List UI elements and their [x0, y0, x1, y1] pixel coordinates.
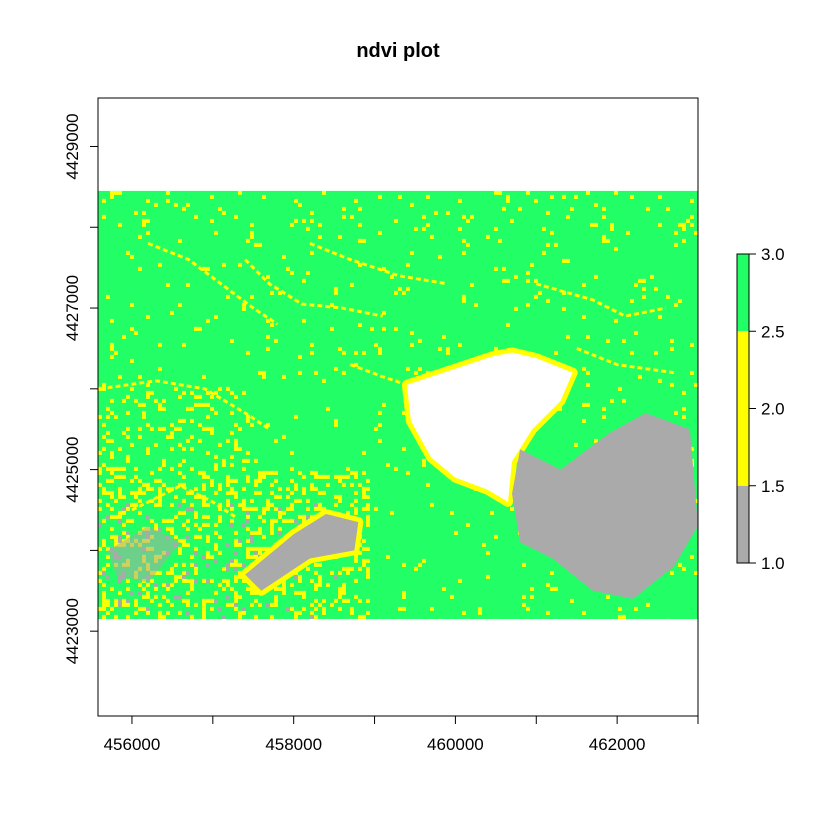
legend-swatch: [737, 331, 749, 486]
x-tick-label: 456000: [104, 735, 161, 754]
plot-title: ndvi plot: [356, 40, 440, 62]
raster-cells: [98, 190, 698, 620]
y-tick-label: 4423000: [63, 598, 82, 664]
plot-frame: [97, 97, 699, 717]
x-tick-label: 462000: [589, 735, 646, 754]
legend-tick-label: 2.5: [761, 322, 785, 341]
legend-tick-label: 1.5: [761, 477, 785, 496]
y-tick-label: 4427000: [63, 275, 82, 341]
y-tick-label: 4425000: [63, 437, 82, 503]
legend-swatch: [737, 485, 749, 563]
x-tick-label: 460000: [427, 735, 484, 754]
legend-swatch: [737, 254, 749, 332]
color-legend: 1.0 1.5 2.0 2.5 3.0: [736, 245, 785, 573]
axes: 456000 458000 460000 462000 4423000 4425000 44…: [63, 113, 699, 754]
south-lake: [245, 514, 359, 591]
y-tick-label: 4429000: [63, 113, 82, 179]
west-gray-patch: [107, 526, 181, 583]
east-gray-patch: [512, 413, 698, 599]
x-tick-label: 458000: [265, 735, 322, 754]
legend-tick-label: 3.0: [761, 245, 785, 264]
legend-tick-label: 2.0: [761, 400, 785, 419]
raster-layer: [98, 190, 698, 620]
legend-tick-label: 1.0: [761, 554, 785, 573]
nodata-area: [406, 352, 573, 502]
